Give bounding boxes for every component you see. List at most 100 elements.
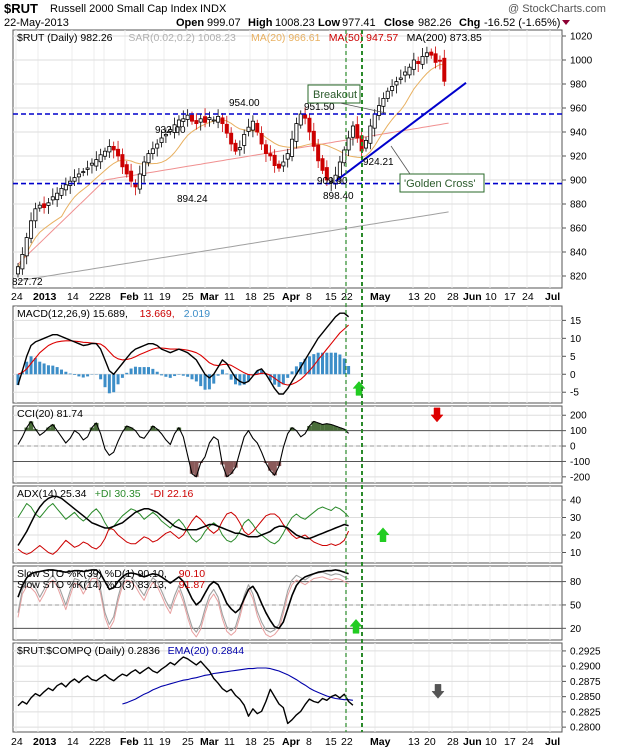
y-tick-label: 10 [570,548,582,559]
candle-body [50,196,55,201]
candle-body [385,90,390,99]
candle-body [394,81,399,86]
ratio-down-arrow-icon [431,684,445,699]
candle-body [46,202,51,206]
macd-hist-bar [225,373,229,375]
cci-bull-area [94,422,99,431]
y-tick-label: 1000 [570,56,593,67]
candle-body [120,154,125,168]
legend-entry: CCI(20) 81.74 [17,408,83,420]
ma200-line [17,211,449,282]
cci-bull-area [324,423,330,431]
y-tick-label: 0.2800 [570,723,601,734]
macd-hist-bar [294,366,298,375]
candle-body [416,61,421,64]
stoch-39-line [17,569,349,630]
x-tick-label: Jul [545,291,560,303]
macd-hist-bar [164,374,168,377]
candle-body [216,116,221,123]
macd-hist-bar [220,369,224,375]
candle-body [181,118,186,122]
y-tick-label: 200 [570,411,587,422]
price-annotation: 827.72 [12,277,43,288]
price-annotation: 909.90 [317,176,348,187]
candle-body [220,117,225,124]
candle-body [316,144,321,162]
x-tick-label: 25 [263,291,275,303]
x-tick-label: 24 [11,736,23,748]
macd-hist-bar [168,374,172,378]
candle-body [411,59,416,70]
cci-bear-area [224,461,229,477]
candle-body [168,129,173,132]
macd-hist-bar [329,352,333,375]
macd-hist-bar [38,361,42,375]
candle-body [137,173,142,190]
candle-body [81,171,86,174]
macd-line [17,312,350,395]
open-label: Open [176,17,204,29]
macd-hist-bar [307,356,311,375]
y-tick-label: 40 [570,496,582,507]
x-tick-label: Apr [282,291,300,303]
candle-body [29,220,34,239]
candle-body [142,161,147,176]
macd-hist-bar [247,374,251,382]
plus-di-line [17,503,349,545]
macd-hist-bar [133,366,137,375]
macd-hist-bar [64,371,68,375]
candle-body [111,145,116,151]
golden-cross-callout [399,173,485,193]
candle-body [42,203,47,208]
x-tick-label: 13 [408,736,420,748]
candle-body [259,133,264,145]
macd-hist-bar [347,365,351,375]
y-tick-label: 30 [570,513,582,524]
x-tick-label: 11 [143,736,154,748]
candle-body [172,124,177,133]
x-tick-label: 2013 [33,291,57,303]
macd-hist-bar [103,374,107,388]
x-tick-label: 11 [224,291,235,303]
cci-bull-area [311,421,316,431]
candle-body [268,153,273,157]
macd-hist-bar [99,374,103,380]
candle-body [324,167,329,181]
candle-body [437,59,442,62]
callout-leader [390,145,411,175]
x-tick-label: 19 [159,291,171,303]
macd-hist-bar [55,367,59,375]
x-tick-label: Mar [200,736,219,748]
candle-body [298,113,303,126]
open-value: 999.07 [207,17,241,29]
candle-body [237,147,242,151]
cci-bear-area [228,461,234,474]
ma20-line [17,64,445,267]
candle-body [363,139,368,149]
cci-bull-area [333,426,338,431]
cci-bull-area [315,422,321,431]
legend-entry: ADX(14) 25.34 [17,488,87,500]
y-tick-label: 0 [570,370,576,381]
cci-bull-area [150,426,156,431]
candle-body [194,120,199,125]
stoch-14-d-line [17,576,349,638]
candle-body [185,114,190,120]
price-annotation: 898.40 [323,191,354,202]
x-tick-label: Feb [120,291,139,303]
y-tick-label: 0.2900 [570,662,601,673]
candle-body [263,144,268,155]
macd-hist-bar [260,369,264,375]
legend-entry: MA(50) 947.57 [329,32,399,44]
legend-entry: EMA(20) 0.2844 [168,645,245,657]
macd-hist-bar [238,374,242,386]
candle-body [155,143,160,149]
macd-hist-bar [303,358,307,375]
legend-entry: MA(200) 873.85 [407,32,482,44]
cci-bull-area [307,426,312,431]
candle-body [250,120,255,131]
price-annotation: 954.00 [229,98,260,109]
y-tick-label: 0.2850 [570,692,601,703]
cci-bear-area [268,461,273,471]
candle-body [255,122,260,133]
